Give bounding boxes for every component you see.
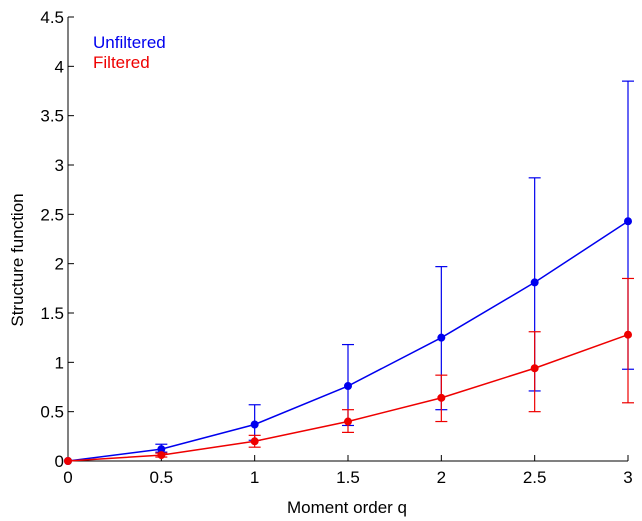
data-point-filtered [64, 457, 72, 465]
y-tick-label: 3.5 [40, 107, 64, 126]
data-point-unfiltered [250, 420, 259, 429]
data-point-filtered [437, 393, 446, 402]
x-axis-label: Moment order q [287, 498, 407, 517]
y-axis-label: Structure function [8, 193, 27, 326]
y-tick-label: 2.5 [40, 205, 64, 224]
data-point-unfiltered [530, 278, 539, 287]
x-tick-label: 1 [250, 468, 259, 487]
y-tick-label: 1 [55, 353, 64, 372]
ticks: 0 0.5 1 1.5 2 2.5 3 0 0.5 1 1.5 2 2.5 3 3.5 4 4.5 [40, 8, 632, 487]
data-point-filtered [344, 417, 352, 426]
y-tick-label: 4.5 [40, 8, 64, 27]
series-layer [64, 80, 634, 465]
x-tick-label: 1.5 [336, 468, 360, 487]
data-point-unfiltered [437, 333, 446, 342]
data-point-filtered [157, 451, 166, 460]
y-tick-label: 4 [55, 57, 64, 76]
data-point-unfiltered [344, 382, 352, 391]
data-point-filtered [250, 437, 259, 446]
legend: Unfiltered Filtered [93, 33, 166, 72]
y-tick-label: 3 [55, 156, 64, 175]
series-filtered [64, 277, 634, 465]
legend-label-filtered: Filtered [93, 53, 150, 72]
legend-label-unfiltered: Unfiltered [93, 33, 166, 52]
y-tick-label: 0 [55, 452, 64, 471]
data-point-filtered [624, 330, 632, 339]
x-tick-label: 2 [437, 468, 446, 487]
y-tick-label: 1.5 [40, 304, 64, 323]
y-tick-label: 0.5 [40, 403, 64, 422]
x-tick-label: 0 [63, 468, 72, 487]
x-tick-label: 0.5 [150, 468, 174, 487]
x-tick-label: 2.5 [523, 468, 547, 487]
y-tick-label: 2 [55, 255, 64, 274]
data-point-unfiltered [624, 217, 632, 226]
series-unfiltered [64, 80, 634, 465]
x-tick-label: 3 [623, 468, 632, 487]
data-point-filtered [530, 364, 539, 373]
